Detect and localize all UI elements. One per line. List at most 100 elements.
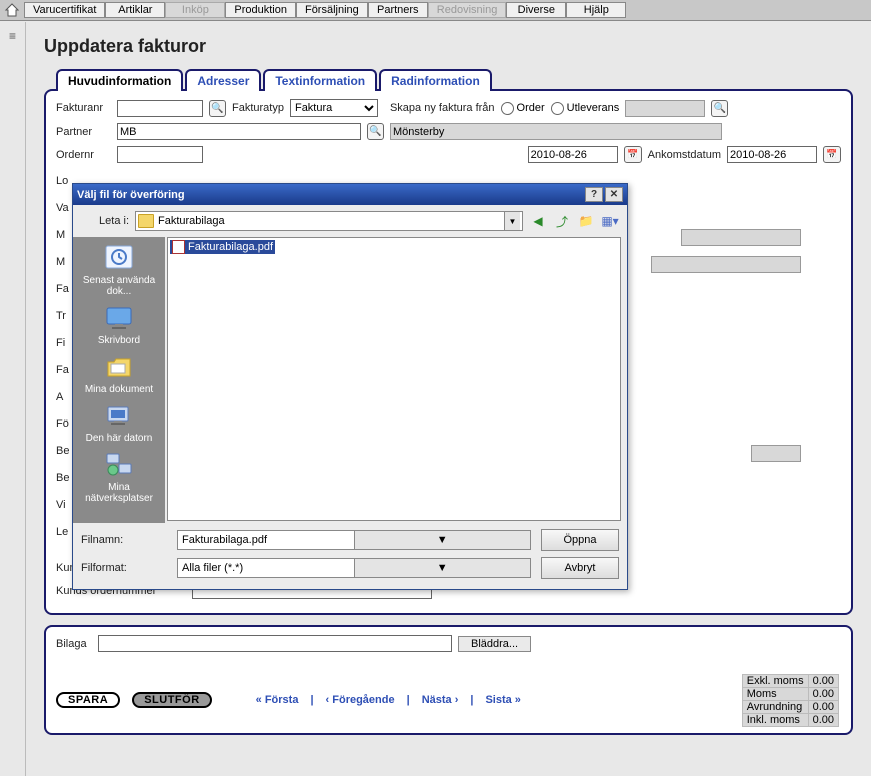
fakturanr-lookup-icon[interactable]: 🔍	[209, 100, 226, 117]
file-item-selected[interactable]: Fakturabilaga.pdf	[170, 240, 275, 254]
total-value: 0.00	[808, 714, 838, 727]
nav-next[interactable]: Nästa ›	[422, 694, 459, 706]
back-icon[interactable]: ◀	[529, 212, 547, 230]
utlev-ref-input	[625, 100, 705, 117]
menu-partners[interactable]: Partners	[368, 2, 428, 18]
nav-last[interactable]: Sista »	[485, 694, 520, 706]
filter-value: Alla filer (*.*)	[178, 562, 354, 574]
menu-hjälp[interactable]: Hjälp	[566, 2, 626, 18]
nav-prev[interactable]: ‹ Föregående	[326, 694, 395, 706]
lookin-combo[interactable]: Fakturabilaga ▼	[135, 211, 523, 231]
nav-sep: |	[310, 694, 313, 706]
filter-label: Filformat:	[81, 562, 167, 574]
dialog-help-icon[interactable]: ?	[585, 187, 603, 202]
lookin-value: Fakturabilaga	[158, 215, 504, 227]
ankomst-label: Ankomstdatum	[648, 149, 721, 161]
radio-utleverans[interactable]	[551, 102, 564, 115]
up-icon[interactable]: ⤴	[553, 212, 571, 230]
place-desktop[interactable]: Skrivbord	[76, 303, 162, 346]
menu-artiklar[interactable]: Artiklar	[105, 2, 165, 18]
ankomst-cal-icon[interactable]: 📅	[823, 146, 841, 163]
total-value: 0.00	[808, 701, 838, 714]
menu-inköp: Inköp	[165, 2, 225, 18]
chevron-down-icon[interactable]: ▼	[354, 559, 531, 577]
obscured-readonly-field	[651, 256, 801, 273]
left-rail: ≡	[0, 22, 26, 776]
dialog-titlebar[interactable]: Välj fil för överföring ? ✕	[73, 184, 627, 205]
cancel-button[interactable]: Avbryt	[541, 557, 619, 579]
new-folder-icon[interactable]: 📁	[577, 212, 595, 230]
page-title: Uppdatera fakturor	[44, 36, 853, 57]
menu-produktion[interactable]: Produktion	[225, 2, 296, 18]
file-open-dialog: Välj fil för överföring ? ✕ Leta i: Fakt…	[72, 183, 628, 590]
filename-value: Fakturabilaga.pdf	[178, 534, 354, 546]
file-list-pane[interactable]: Fakturabilaga.pdf	[167, 237, 621, 521]
views-icon[interactable]: ▦▾	[601, 212, 619, 230]
fakturanr-input[interactable]	[117, 100, 203, 117]
tab-huvudinformation[interactable]: Huvudinformation	[56, 69, 183, 91]
dialog-toolbar: Leta i: Fakturabilaga ▼ ◀ ⤴ 📁 ▦▾	[73, 205, 627, 237]
radio-order[interactable]	[501, 102, 514, 115]
mid-date-cal-icon[interactable]: 📅	[624, 146, 642, 163]
menu-varucertifikat[interactable]: Varucertifikat	[24, 2, 105, 18]
bottom-panel: Bilaga Bläddra... SPARA SLUTFÖR « Första…	[44, 625, 853, 735]
total-label: Exkl. moms	[742, 675, 808, 688]
totals-box: Exkl. moms0.00Moms0.00Avrundning0.00Inkl…	[742, 674, 839, 727]
partner-label: Partner	[56, 126, 111, 138]
chevron-down-icon[interactable]: ▼	[354, 531, 531, 549]
total-value: 0.00	[808, 675, 838, 688]
ankomst-input[interactable]	[727, 146, 817, 163]
ordernr-input[interactable]	[117, 146, 203, 163]
total-label: Avrundning	[742, 701, 808, 714]
slutfor-button[interactable]: SLUTFÖR	[132, 692, 211, 708]
place-recent[interactable]: Senast använda dok...	[76, 243, 162, 297]
tab-strip: HuvudinformationAdresserTextinformationR…	[56, 69, 853, 91]
place-computer[interactable]: Den här datorn	[76, 401, 162, 444]
bilaga-input[interactable]	[98, 635, 452, 652]
menu-redovisning: Redovisning	[428, 2, 507, 18]
tab-textinformation[interactable]: Textinformation	[263, 69, 377, 91]
total-label: Inkl. moms	[742, 714, 808, 727]
ordernr-label: Ordernr	[56, 149, 111, 161]
mid-date-input[interactable]	[528, 146, 618, 163]
partner-code-input[interactable]	[117, 123, 361, 140]
obscured-readonly-field	[681, 229, 801, 246]
rail-toggle-icon[interactable]: ≡	[0, 30, 25, 42]
obscured-readonly-field	[751, 445, 801, 462]
dialog-title: Välj fil för överföring	[77, 189, 583, 201]
tab-radinformation[interactable]: Radinformation	[379, 69, 492, 91]
dialog-close-icon[interactable]: ✕	[605, 187, 623, 202]
file-item-label: Fakturabilaga.pdf	[188, 241, 273, 253]
filename-combo[interactable]: Fakturabilaga.pdf ▼	[177, 530, 531, 550]
top-menu-bar: VarucertifikatArtiklarInköpProduktionFör…	[0, 0, 871, 21]
place-mydocs[interactable]: Mina dokument	[76, 352, 162, 395]
skapa-label: Skapa ny faktura från	[390, 102, 495, 114]
radio-order-label: Order	[517, 102, 545, 114]
fakturanr-label: Fakturanr	[56, 102, 111, 114]
places-bar: Senast använda dok... Skrivbord Mina dokum…	[73, 237, 165, 523]
home-icon[interactable]	[4, 2, 20, 18]
partner-lookup-icon[interactable]: 🔍	[367, 123, 384, 140]
place-network[interactable]: Mina nätverksplatser	[76, 450, 162, 504]
chevron-down-icon[interactable]: ▼	[504, 212, 520, 230]
total-value: 0.00	[808, 688, 838, 701]
radio-utlev-label: Utleverans	[567, 102, 620, 114]
spara-button[interactable]: SPARA	[56, 692, 120, 708]
browse-button[interactable]: Bläddra...	[458, 636, 531, 652]
filename-label: Filnamn:	[81, 534, 167, 546]
folder-icon	[138, 214, 154, 228]
pdf-icon	[172, 240, 185, 254]
menu-diverse[interactable]: Diverse	[506, 2, 566, 18]
bilaga-label: Bilaga	[56, 638, 92, 650]
fakturatyp-label: Fakturatyp	[232, 102, 284, 114]
fakturatyp-select[interactable]: Faktura	[290, 99, 378, 117]
filter-combo[interactable]: Alla filer (*.*) ▼	[177, 558, 531, 578]
total-label: Moms	[742, 688, 808, 701]
open-button[interactable]: Öppna	[541, 529, 619, 551]
utlev-lookup-icon[interactable]: 🔍	[711, 100, 728, 117]
nav-first[interactable]: « Första	[256, 694, 299, 706]
lookin-label: Leta i:	[81, 215, 129, 227]
partner-name-display	[390, 123, 722, 140]
tab-adresser[interactable]: Adresser	[185, 69, 261, 91]
menu-försäljning[interactable]: Försäljning	[296, 2, 368, 18]
